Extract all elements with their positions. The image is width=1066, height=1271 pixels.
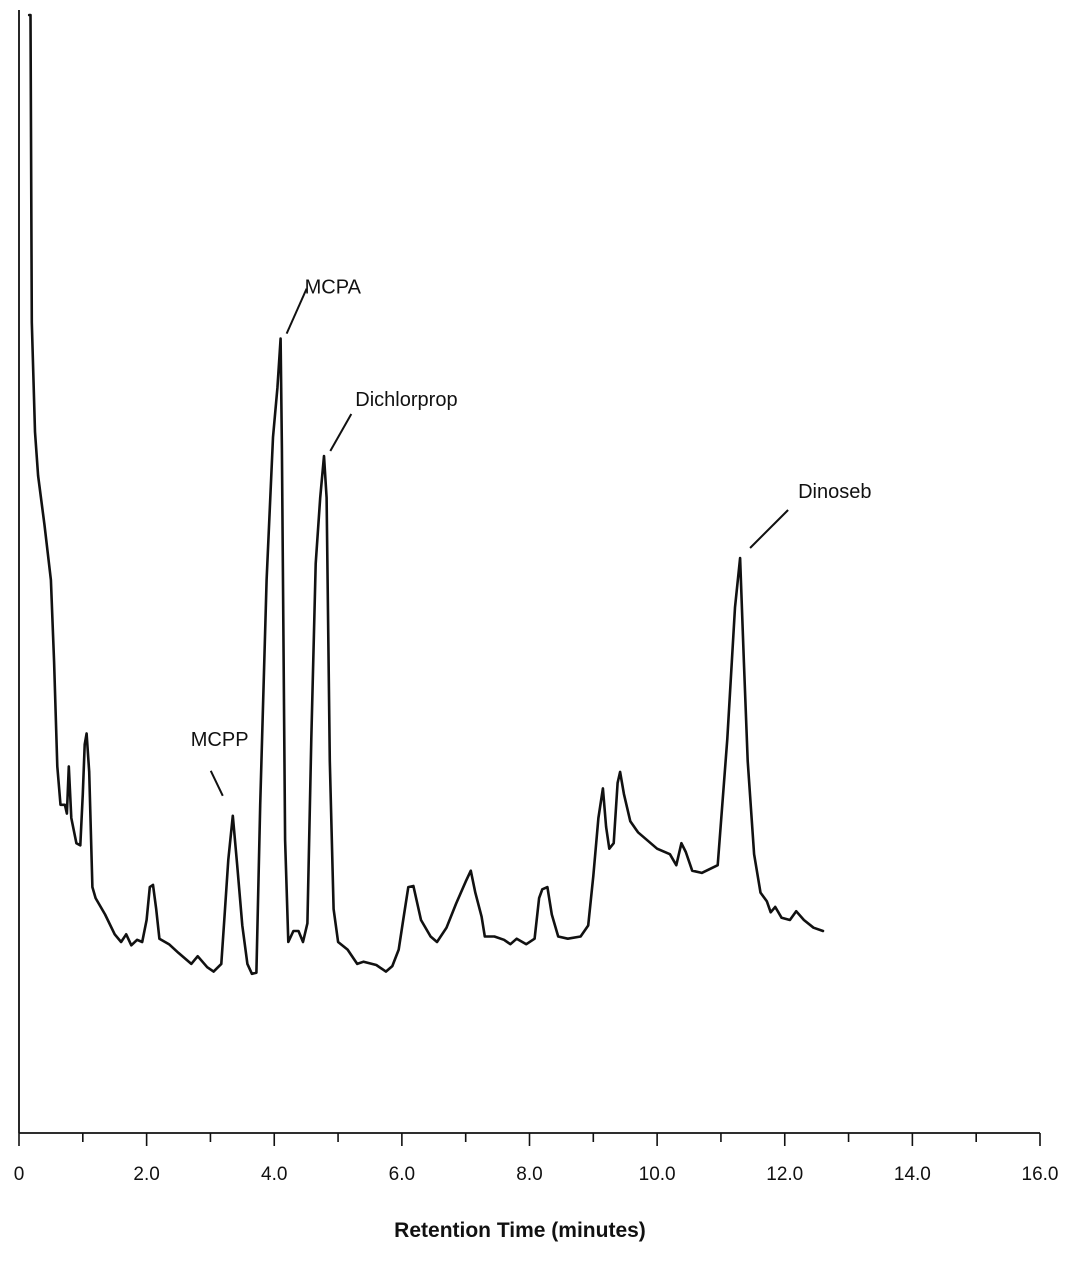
x-tick-label: 8.0 (516, 1164, 542, 1185)
peak-label-mcpp: MCPP (191, 729, 249, 751)
x-axis-tick-labels: 0 2.0 4.0 6.0 8.0 10.0 12.0 14.0 16.0 (14, 1164, 1059, 1185)
x-tick-label: 16.0 (1022, 1164, 1059, 1185)
peak-label-dinoseb: Dinoseb (798, 481, 871, 503)
annotation-leader-line (749, 509, 789, 549)
x-tick-label: 10.0 (639, 1164, 676, 1185)
annotation-leader-line (285, 288, 308, 335)
peak-label-dichlorprop: Dichlorprop (355, 389, 457, 411)
x-tick-label: 0 (14, 1164, 25, 1185)
chromatogram-trace (27, 13, 825, 976)
annotation-leader-line (209, 770, 224, 797)
x-tick-label: 4.0 (261, 1164, 287, 1185)
x-axis-ticks (18, 1133, 1041, 1146)
x-tick-label: 12.0 (766, 1164, 803, 1185)
x-tick-label: 6.0 (389, 1164, 415, 1185)
x-tick-label: 14.0 (894, 1164, 931, 1185)
annotation-leader-line (329, 413, 353, 452)
x-tick-label: 2.0 (133, 1164, 159, 1185)
x-axis-label: Retention Time (minutes) (394, 1219, 646, 1242)
peak-annotations: MCPP MCPA Dichlorprop Dinoseb (191, 277, 871, 797)
peak-label-mcpa: MCPA (305, 277, 362, 299)
